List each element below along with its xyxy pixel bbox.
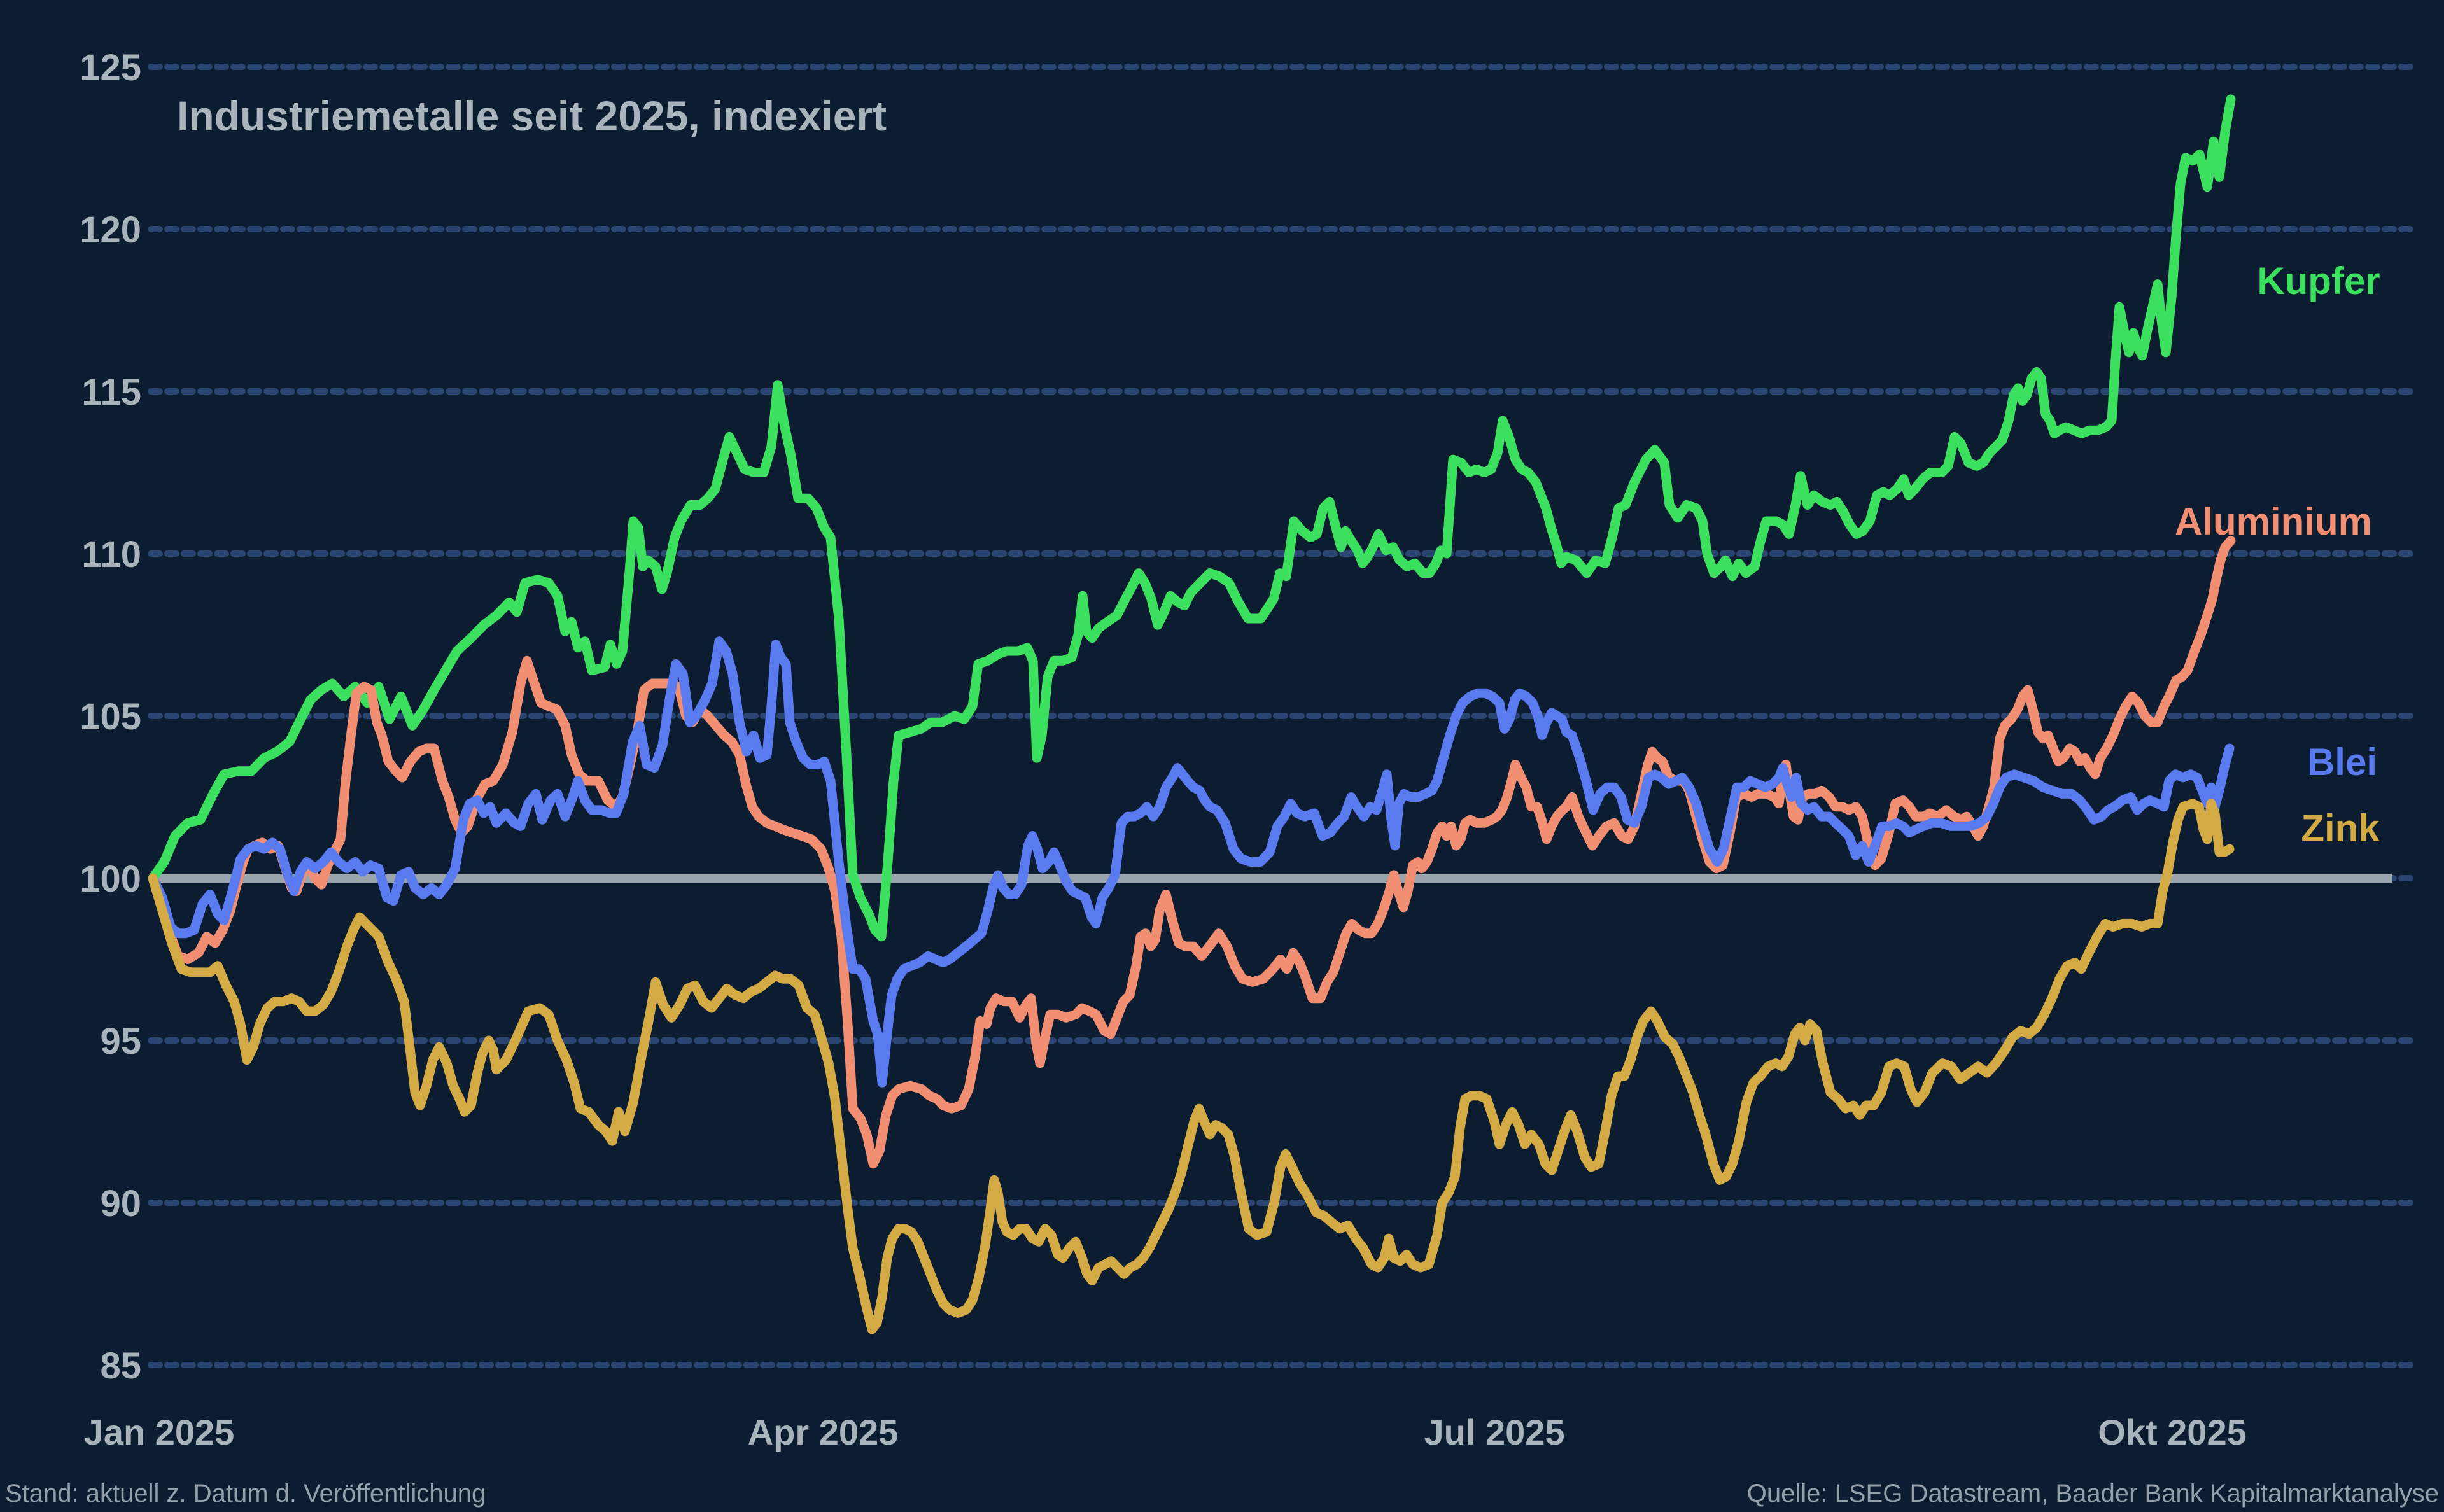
y-axis-label-115: 115 [81, 372, 141, 413]
y-axis-label-95: 95 [100, 1021, 141, 1062]
legend-label-blei: Blei [2307, 741, 2377, 783]
legend-label-aluminium: Aluminium [2175, 500, 2372, 543]
legend-label-kupfer: Kupfer [2257, 260, 2380, 302]
y-axis-label-125: 125 [80, 47, 141, 88]
series-lines [148, 94, 2236, 1334]
footer-source-note: Quelle: LSEG Datastream, Baader Bank Kap… [1747, 1480, 2439, 1508]
y-axis-label-90: 90 [100, 1183, 141, 1224]
chart-title: Industriemetalle seit 2025, indexiert [177, 92, 887, 139]
x-axis-label-jul-2025: Jul 2025 [1424, 1412, 1564, 1452]
x-axis-label-jan-2025: Jan 2025 [84, 1412, 235, 1452]
y-axis-labels: 125 120 115 110 105 100 95 90 85 [80, 47, 141, 1387]
y-axis-label-105: 105 [80, 696, 141, 738]
series-line-zink [148, 799, 2235, 1334]
series-line-aluminium [148, 536, 2236, 1169]
series-line-blei [148, 636, 2235, 1088]
legend-label-zink: Zink [2301, 807, 2380, 850]
series-line-kupfer [148, 94, 2236, 942]
y-axis-label-110: 110 [81, 534, 141, 575]
x-axis-label-apr-2025: Apr 2025 [748, 1412, 899, 1452]
y-axis-label-85: 85 [100, 1345, 141, 1387]
x-axis-labels: Jan 2025 Apr 2025 Jul 2025 Okt 2025 [84, 1412, 2247, 1452]
x-axis-label-okt-2025: Okt 2025 [2098, 1412, 2247, 1452]
footer-status-note: Stand: aktuell z. Datum d. Veröffentlich… [5, 1480, 486, 1508]
series-legend-labels: Kupfer Aluminium Blei Zink [2175, 260, 2380, 850]
y-axis-label-120: 120 [80, 209, 141, 251]
y-axis-label-100: 100 [80, 858, 141, 900]
